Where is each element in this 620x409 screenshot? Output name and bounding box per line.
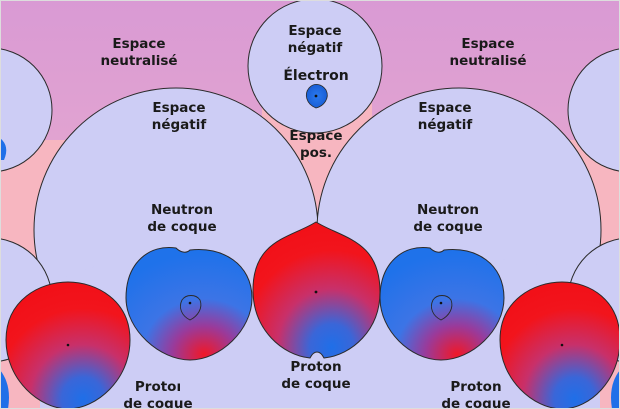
svg-text:de coque: de coque <box>147 219 216 235</box>
svg-text:Espace: Espace <box>289 128 342 144</box>
neutron-left-core <box>179 295 202 321</box>
svg-text:Protoı: Protoı <box>135 379 181 395</box>
svg-text:Neutron: Neutron <box>151 202 213 218</box>
proton-center-dot <box>314 290 318 294</box>
svg-text:Espace: Espace <box>288 23 341 39</box>
label-negative-right: Espace négatif <box>418 100 473 133</box>
label-proton-center: Proton de coque <box>281 359 350 392</box>
electron-dot <box>314 94 318 98</box>
label-proton-left: Protoı de coque <box>123 379 192 409</box>
svg-text:de coque: de coque <box>413 219 482 235</box>
svg-text:Espace: Espace <box>461 36 514 52</box>
label-negative-left: Espace négatif <box>152 100 207 133</box>
svg-text:neutralisé: neutralisé <box>100 53 177 69</box>
edge-blue-bottom-left <box>0 370 9 409</box>
proton-right-shape <box>499 281 620 409</box>
svg-text:neutralisé: neutralisé <box>449 53 526 69</box>
neutron-right-dot <box>439 301 443 305</box>
svg-text:pos.: pos. <box>300 145 332 161</box>
label-neutron-left: Neutron de coque <box>147 202 216 235</box>
label-neutralized-left: Espace neutralisé <box>100 36 177 69</box>
edge-blue-bottom-right <box>611 370 620 409</box>
neutron-right-core <box>430 295 453 321</box>
label-negative-top: Espace négatif <box>288 23 343 56</box>
neutron-left-dot <box>188 301 192 305</box>
svg-text:Espace: Espace <box>152 100 205 116</box>
proton-right-dot <box>560 343 564 347</box>
svg-text:Proton: Proton <box>290 359 341 375</box>
proton-left-dot <box>66 343 70 347</box>
label-neutron-right: Neutron de coque <box>413 202 482 235</box>
negative-space-edge-right-top <box>567 48 620 172</box>
svg-text:Proton: Proton <box>450 379 501 395</box>
label-proton-right: Proton de coque <box>441 379 510 409</box>
svg-text:de coque: de coque <box>441 396 510 409</box>
svg-text:Neutron: Neutron <box>417 202 479 218</box>
negative-space-edge-left-top <box>0 48 53 172</box>
svg-text:négatif: négatif <box>288 40 343 56</box>
svg-text:Espace: Espace <box>112 36 165 52</box>
label-neutralized-right: Espace neutralisé <box>449 36 526 69</box>
negative-space-top <box>247 0 383 134</box>
edge-blue-sliver <box>0 138 7 160</box>
svg-text:de coque: de coque <box>123 396 192 409</box>
svg-text:de coque: de coque <box>281 376 350 392</box>
svg-text:négatif: négatif <box>152 117 207 133</box>
svg-text:négatif: négatif <box>418 117 473 133</box>
label-positive-space: Espace pos. <box>289 128 342 161</box>
proton-center-shape <box>252 221 381 359</box>
label-electron: Électron <box>283 67 348 84</box>
svg-text:Espace: Espace <box>418 100 471 116</box>
